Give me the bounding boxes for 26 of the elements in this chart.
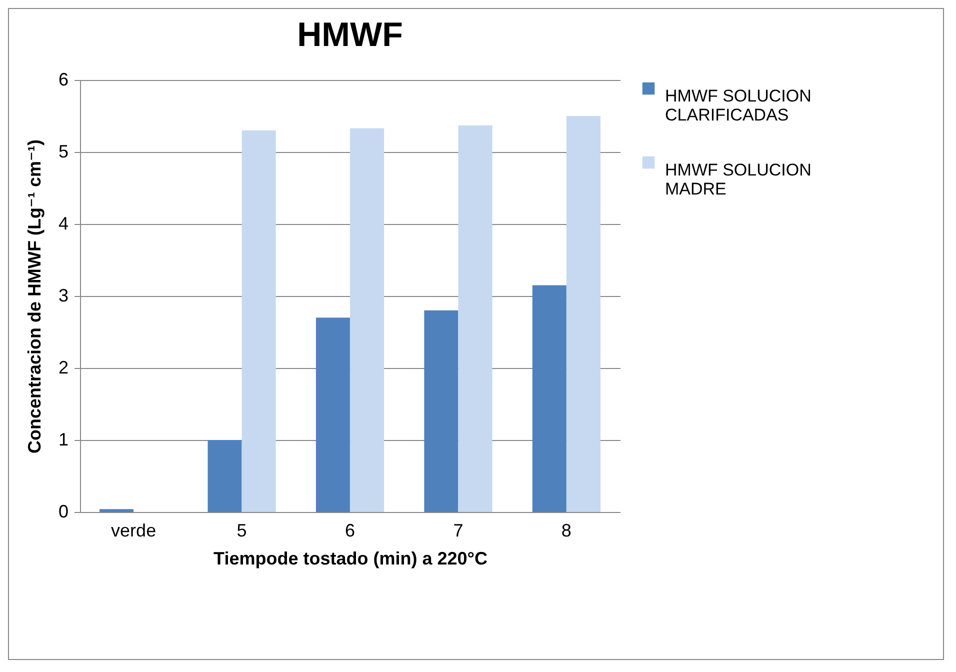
x-tick-label: 5 xyxy=(236,520,247,540)
x-tick-label: 8 xyxy=(561,520,572,540)
bar xyxy=(566,116,600,512)
bar xyxy=(100,509,134,512)
y-tick-label: 2 xyxy=(58,358,68,378)
bar xyxy=(532,285,566,512)
x-tick-label: 7 xyxy=(453,520,464,540)
x-axis-title: Tiempode tostado (min) a 220°C xyxy=(214,548,488,568)
y-tick-label: 3 xyxy=(58,286,68,306)
bar xyxy=(350,128,384,512)
y-axis-title: Concentracion de HMWF (Lg⁻¹ cm⁻¹) xyxy=(24,140,44,454)
x-tick-label: 6 xyxy=(344,520,356,540)
y-tick-label: 1 xyxy=(58,430,68,450)
legend-label: HMWF SOLUCION MADRE xyxy=(665,160,812,198)
bar xyxy=(316,318,350,512)
y-tick-label: 5 xyxy=(58,142,68,162)
y-tick-label: 6 xyxy=(58,70,68,90)
bar xyxy=(424,310,458,512)
chart-title: HMWF xyxy=(297,16,403,54)
y-tick-label: 0 xyxy=(58,502,68,522)
bar xyxy=(458,125,492,512)
bar xyxy=(208,440,242,512)
bar xyxy=(242,130,276,512)
y-tick-label: 4 xyxy=(58,214,68,234)
legend-label: HMWF SOLUCION CLARIFICADAS xyxy=(665,86,812,124)
x-tick-label: verde xyxy=(111,520,156,540)
